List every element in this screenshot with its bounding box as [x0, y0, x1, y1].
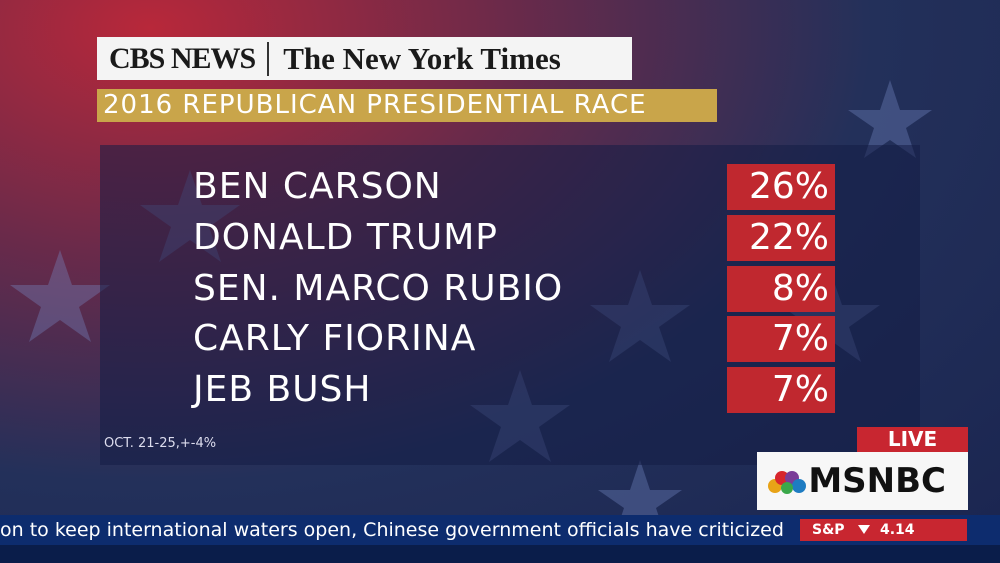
cbs-logo: CBS NEWS [97, 41, 270, 76]
market-box: S&P 4.14 [800, 519, 967, 541]
bottom-strip [0, 545, 1000, 563]
network-name: MSNBC [808, 461, 946, 501]
candidate-share: 8% [727, 265, 835, 312]
graphic-title: 2016 REPUBLICAN PRESIDENTIAL RACE [97, 89, 717, 122]
ticker-text: on to keep international waters open, Ch… [0, 519, 784, 541]
star [848, 80, 932, 158]
candidate-name: JEB BUSH [193, 369, 372, 411]
candidate-name: SEN. MARCO RUBIO [193, 267, 564, 309]
down-arrow [858, 525, 870, 534]
candidate-name: DONALD TRUMP [193, 216, 498, 258]
star [10, 250, 110, 342]
candidate-share: 26% [727, 164, 835, 210]
network-bug: MSNBC [757, 452, 968, 510]
footnote: OCT. 21-25,+-4% [104, 436, 217, 451]
star [598, 460, 682, 538]
candidate-share: 7% [727, 367, 835, 414]
peacock-logo [768, 471, 806, 494]
logo-bar: CBS NEWS The New York Times [97, 37, 632, 80]
candidate-name: BEN CARSON [193, 166, 442, 207]
nyt-logo: The New York Times [283, 40, 561, 76]
candidate-share: 7% [727, 316, 835, 363]
candidate-name: CARLY FIORINA [193, 318, 477, 360]
candidate-share: 22% [727, 214, 835, 261]
market-name: S&P [812, 522, 845, 538]
live-badge: LIVE [857, 427, 968, 452]
market-value: 4.14 [880, 522, 915, 538]
